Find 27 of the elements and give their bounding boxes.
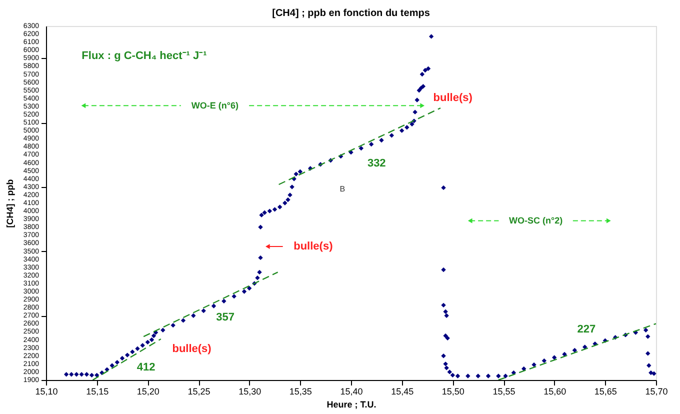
x-tick-label: 15,30 xyxy=(238,386,262,396)
x-tick-label: 15,10 xyxy=(35,386,58,396)
x-tick-label: 15,40 xyxy=(340,386,363,396)
x-tick-label: 15,55 xyxy=(492,386,516,396)
y-axis-title: [CH4] ; ppb xyxy=(5,178,15,228)
annotation: 332 xyxy=(367,158,386,170)
x-tick-label: 15,45 xyxy=(391,386,414,396)
x-tick-label: 15,35 xyxy=(289,386,312,396)
annotation: bulle(s) xyxy=(172,342,212,355)
x-axis-title: Heure ; T.U. xyxy=(326,400,376,410)
annotation: bulle(s) xyxy=(433,92,473,104)
x-tick-label: 15,65 xyxy=(594,386,617,396)
annotation: WO-E (n°6) xyxy=(191,100,239,111)
x-tick-label: 15,25 xyxy=(188,386,210,396)
x-tick-label: 15,20 xyxy=(136,386,160,396)
x-tick-label: 15,15 xyxy=(86,386,109,396)
annotation: Flux : g C-CH₄ hect⁻¹ J⁻¹ xyxy=(82,50,208,62)
annotation: 227 xyxy=(577,323,596,336)
annotation: WO-SC (n°2) xyxy=(509,216,563,226)
chart-title: [CH4] ; ppb en fonction du temps xyxy=(272,8,430,19)
annotation: 412 xyxy=(136,361,156,374)
x-tick-label: 15,70 xyxy=(645,386,668,396)
x-tick-label: 15,50 xyxy=(442,386,464,396)
x-tick-label: 15,60 xyxy=(544,386,566,396)
annotation: B xyxy=(340,184,346,194)
annotation: 357 xyxy=(216,312,235,324)
annotation: bulle(s) xyxy=(294,240,334,253)
